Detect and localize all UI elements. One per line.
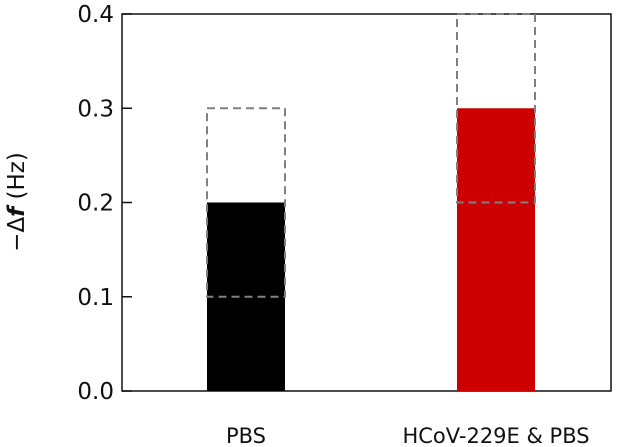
y-axis: 0.0 0.1 0.2 0.3 0.4 <box>77 2 132 405</box>
y-axis-label-unit: (Hz) <box>4 152 30 207</box>
x-category-label: PBS <box>226 424 266 447</box>
range-box <box>456 13 536 204</box>
y-axis-label: −Δf (Hz) <box>4 152 30 252</box>
x-category-label: HCoV-229E & PBS <box>402 424 589 447</box>
y-tick-label: 0.1 <box>77 285 114 311</box>
y-tick-label: 0.2 <box>77 191 114 217</box>
plot-frame <box>121 13 612 392</box>
y-tick-label: 0.3 <box>77 96 114 122</box>
range-box <box>206 107 286 298</box>
x-axis: PBS HCoV-229E & PBS <box>226 424 590 447</box>
bars <box>207 108 535 391</box>
y-axis-label-prefix: −Δ <box>4 217 30 252</box>
y-tick-label: 0.0 <box>77 379 114 405</box>
y-tick-label: 0.4 <box>77 2 114 28</box>
range-boxes <box>206 13 536 298</box>
y-axis-label-symbol: f <box>4 204 30 217</box>
bar <box>457 108 535 391</box>
